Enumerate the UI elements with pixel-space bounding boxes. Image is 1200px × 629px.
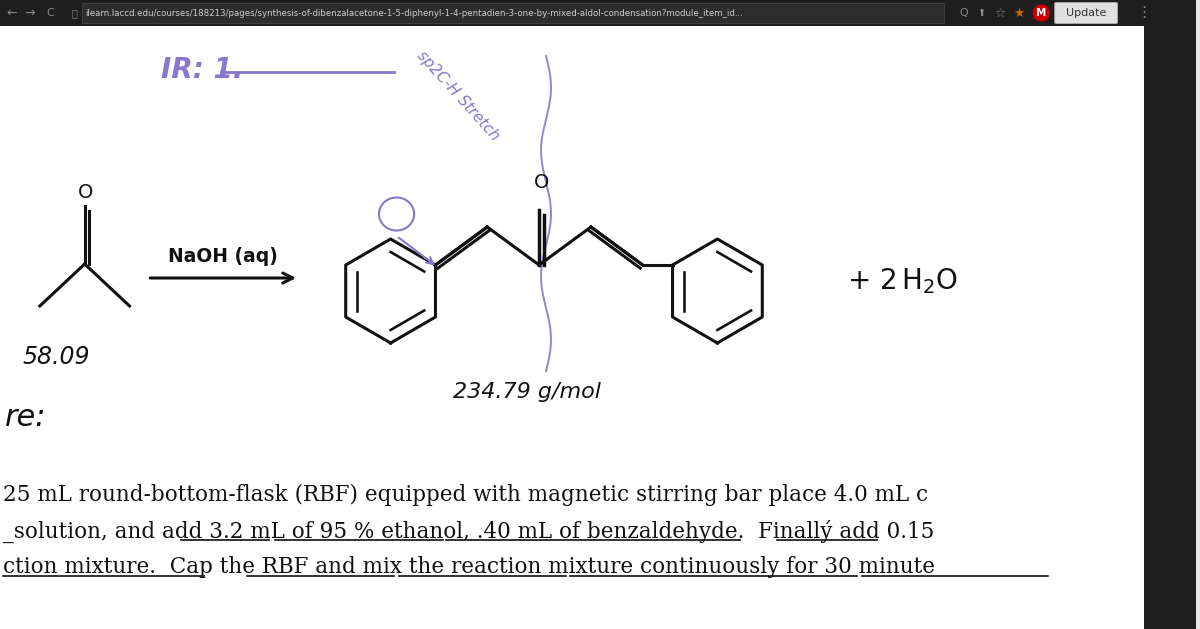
Text: 58.09: 58.09 (23, 345, 90, 369)
Text: ←: ← (7, 6, 17, 19)
Text: Update: Update (1066, 8, 1106, 18)
Text: O: O (533, 174, 548, 192)
Circle shape (1033, 5, 1049, 21)
Text: ⬆: ⬆ (977, 8, 985, 18)
FancyBboxPatch shape (1055, 3, 1117, 23)
Text: 25 mL round-bottom-flask (RBF) equipped with magnetic stirring bar place 4.0 mL : 25 mL round-bottom-flask (RBF) equipped … (2, 484, 928, 506)
Text: C: C (46, 8, 54, 18)
Text: NaOH (aq): NaOH (aq) (168, 247, 278, 265)
Text: ⋮: ⋮ (1136, 6, 1152, 21)
Text: 234.79 g/mol: 234.79 g/mol (454, 382, 601, 402)
Text: ilearn.laccd.edu/courses/188213/pages/synthesis-of-dibenzalacetone-1-5-diphenyl-: ilearn.laccd.edu/courses/188213/pages/sy… (85, 9, 744, 18)
Text: ction mixture.  Cap the RBF and mix the reaction mixture continuously for 30 min: ction mixture. Cap the RBF and mix the r… (2, 556, 935, 578)
Bar (1144, 26, 1195, 629)
Text: ★: ★ (1013, 6, 1024, 19)
Bar (82, 3, 943, 23)
Text: IR: 1.: IR: 1. (162, 56, 244, 84)
Text: ☆: ☆ (994, 6, 1006, 19)
Text: O: O (78, 184, 94, 203)
Text: sp2C-H Stretch: sp2C-H Stretch (414, 48, 502, 144)
Text: $+\ 2\,\mathrm{H_2O}$: $+\ 2\,\mathrm{H_2O}$ (847, 266, 958, 296)
Bar (0, 0, 1195, 26)
Text: →: → (25, 6, 35, 19)
Text: Q: Q (959, 8, 968, 18)
Text: _solution, and add 3.2 mL of 95 % ethanol, .40 mL of benzaldehyde.  Finallý add: _solution, and add 3.2 mL of 95 % ethano… (2, 520, 935, 543)
Text: 🔒: 🔒 (72, 8, 78, 18)
Text: re:: re: (5, 403, 47, 432)
Text: M: M (1036, 8, 1046, 18)
